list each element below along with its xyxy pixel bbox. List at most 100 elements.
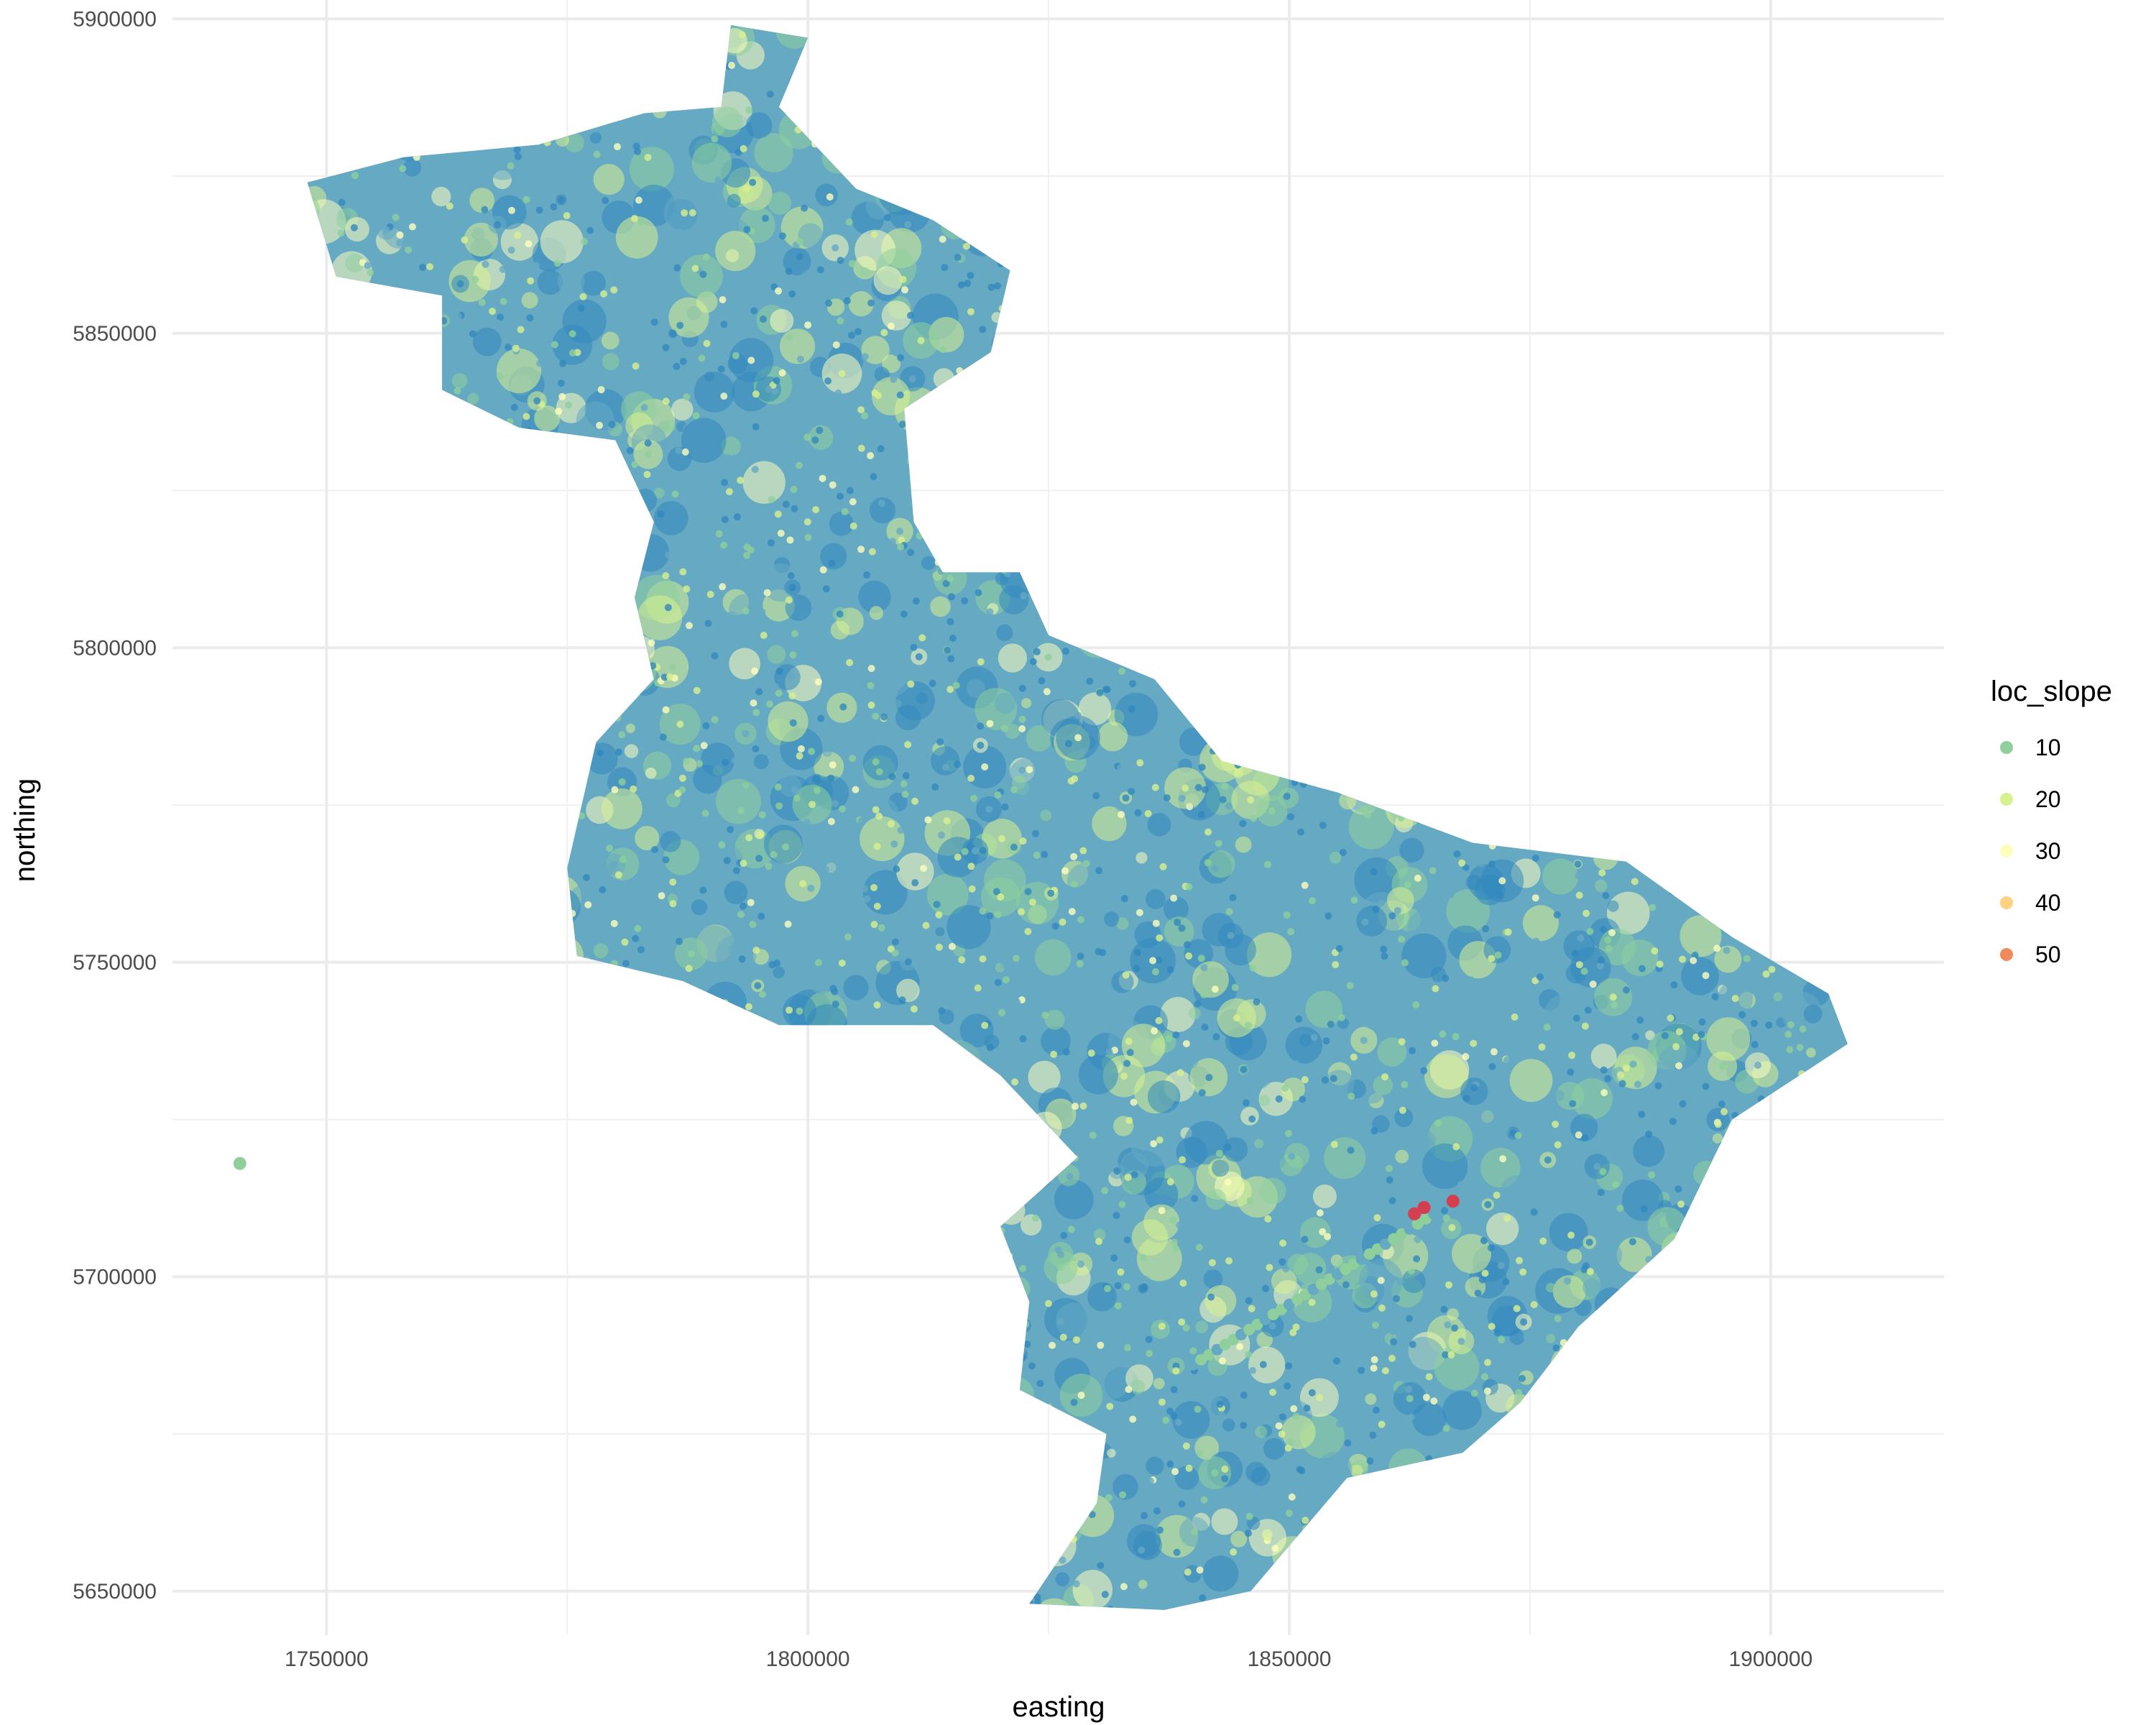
data-point-cluster [1705, 462, 1744, 502]
data-point-cluster [1595, 1466, 1628, 1499]
data-point-cluster [1849, 1049, 1878, 1078]
data-point [1352, 656, 1360, 664]
data-point [1307, 725, 1315, 733]
data-point-cluster [1660, 678, 1682, 699]
data-point-cluster [880, 1478, 913, 1512]
data-point-cluster [500, 1085, 528, 1112]
data-point [1736, 806, 1744, 814]
data-point [535, 548, 543, 556]
data-point-cluster [1479, 327, 1503, 350]
data-point [397, 359, 405, 366]
data-point-cluster [482, 139, 524, 180]
data-point [1795, 35, 1803, 43]
data-point [1886, 1191, 1893, 1198]
data-point-cluster [441, 1492, 451, 1503]
data-point-cluster [1044, 288, 1067, 311]
data-point-cluster [686, 1254, 697, 1264]
data-point [215, 1196, 222, 1203]
data-point-cluster [1612, 114, 1649, 152]
data-point-cluster [665, 1326, 701, 1363]
data-point-cluster [553, 1611, 564, 1623]
data-point-cluster [1871, 873, 1889, 891]
data-point-cluster [767, 1532, 796, 1561]
data-point-cluster [740, 1311, 750, 1320]
data-point-cluster [1726, 31, 1741, 47]
data-point [1332, 744, 1340, 752]
data-point [1018, 908, 1026, 916]
data-point [1019, 5, 1026, 12]
data-point [1485, 180, 1493, 188]
data-point-cluster [1680, 915, 1722, 957]
data-point-cluster [1205, 559, 1231, 584]
data-point-cluster [487, 48, 524, 86]
data-point-cluster [715, 231, 756, 272]
data-point [1295, 420, 1303, 428]
data-point-cluster [1332, 356, 1364, 387]
data-point [388, 119, 396, 127]
data-point-cluster [1889, 739, 1925, 775]
data-point-cluster [1614, 1046, 1657, 1090]
data-point-cluster [1356, 906, 1388, 937]
data-point [734, 513, 741, 521]
data-point [1494, 951, 1502, 959]
data-point-cluster [1552, 657, 1570, 676]
data-point-cluster [1861, 188, 1892, 219]
data-point [1850, 37, 1857, 44]
data-point [432, 907, 440, 915]
data-point [837, 492, 844, 500]
data-point-cluster [1281, 339, 1303, 362]
data-point-cluster [1465, 121, 1485, 140]
data-point-cluster [193, 1452, 237, 1496]
data-point-cluster [1796, 578, 1807, 589]
data-point-cluster [860, 1538, 870, 1548]
data-point-cluster [1794, 635, 1826, 667]
data-point [1575, 872, 1583, 880]
data-point [1269, 190, 1277, 198]
data-point [1008, 1287, 1015, 1294]
data-point-cluster [1787, 1441, 1813, 1467]
data-point [622, 1242, 630, 1250]
data-point [1450, 1609, 1457, 1610]
data-point-cluster [252, 1515, 283, 1546]
data-point-cluster [1808, 1373, 1845, 1409]
data-point [1070, 1399, 1078, 1407]
data-point [336, 1140, 344, 1147]
data-point [1269, 1389, 1276, 1396]
data-point [893, 865, 900, 873]
data-point [1738, 1149, 1746, 1156]
data-point [1574, 241, 1582, 249]
data-point-cluster [1445, 404, 1485, 444]
data-point [1136, 759, 1144, 767]
data-point-cluster [1611, 1315, 1626, 1330]
data-point-cluster [1350, 1553, 1375, 1578]
data-point [1330, 86, 1338, 93]
data-point [1852, 820, 1859, 827]
data-point [1469, 1582, 1477, 1589]
data-point-cluster [1775, 1358, 1804, 1388]
data-point [1227, 716, 1235, 724]
data-point [1583, 648, 1591, 656]
data-point-cluster [999, 584, 1029, 615]
data-point [417, 1583, 425, 1591]
data-point-cluster [1477, 1433, 1506, 1462]
data-point-cluster [1309, 73, 1348, 110]
data-point-cluster [349, 345, 384, 381]
data-point [590, 1227, 598, 1235]
data-point [1478, 1356, 1485, 1363]
data-point-cluster [1758, 1228, 1779, 1249]
data-point-cluster [1211, 1508, 1238, 1535]
data-point [1061, 1538, 1068, 1546]
data-point [240, 1367, 247, 1374]
data-point [1540, 653, 1548, 661]
data-point [1624, 1395, 1632, 1403]
data-point-cluster [1741, 328, 1786, 373]
data-point-cluster [494, 1034, 517, 1057]
data-point [699, 886, 707, 894]
data-point [1434, 147, 1442, 155]
data-point [1486, 658, 1494, 666]
data-point [1220, 531, 1228, 539]
data-point-cluster [329, 709, 344, 722]
data-point-cluster [1072, 258, 1087, 274]
data-point [271, 1315, 278, 1322]
data-point-cluster [487, 113, 507, 132]
